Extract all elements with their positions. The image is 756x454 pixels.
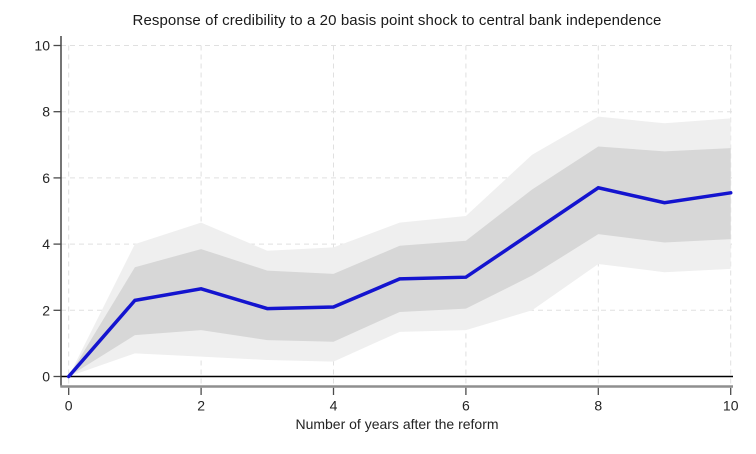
x-tick-label: 0 [65, 398, 73, 414]
inner-confidence-band [68, 146, 731, 377]
chart-title: Response of credibility to a 20 basis po… [132, 12, 662, 29]
x-tick-label: 4 [330, 398, 338, 414]
x-tick-label: 2 [197, 398, 205, 414]
y-tick-label: 4 [42, 236, 50, 252]
x-tick-label: 8 [594, 398, 602, 414]
y-tick-label: 8 [42, 104, 50, 120]
y-tick-label: 10 [34, 38, 50, 54]
x-tick-label: 6 [462, 398, 470, 414]
x-axis-label: Number of years after the reform [295, 416, 499, 432]
y-tick-label: 2 [42, 302, 50, 318]
response-line [66, 185, 733, 379]
x-tick-label: 10 [723, 398, 739, 414]
y-tick-label: 0 [42, 369, 50, 385]
y-tick-label: 6 [42, 170, 50, 186]
